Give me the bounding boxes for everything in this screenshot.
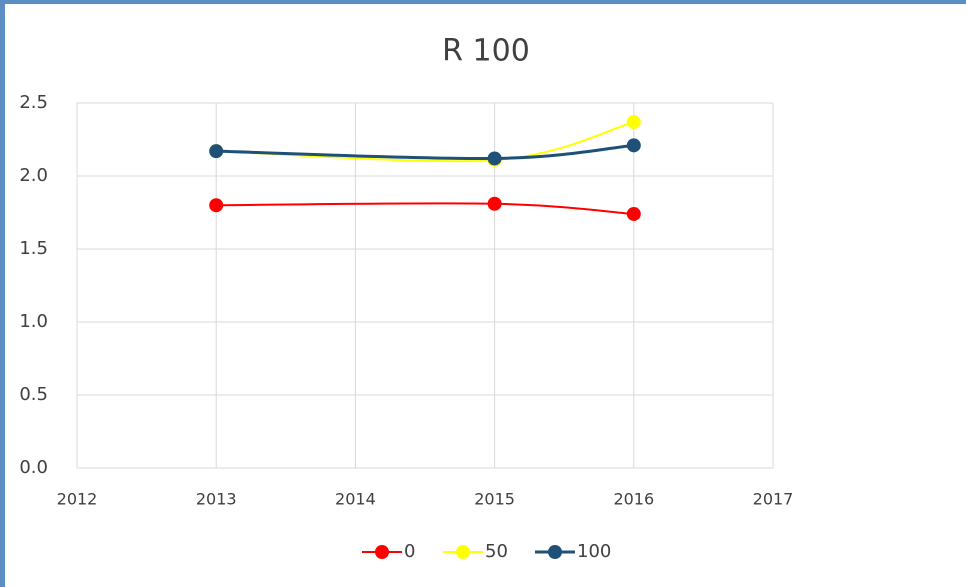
data-point bbox=[209, 144, 224, 159]
legend-marker bbox=[548, 545, 562, 559]
chart-area bbox=[5, 4, 966, 587]
x-tick-label: 2013 bbox=[196, 490, 237, 509]
data-point bbox=[487, 151, 502, 166]
x-tick-label: 2012 bbox=[57, 490, 98, 509]
y-tick-label: 2.0 bbox=[19, 165, 48, 186]
legend-marker bbox=[375, 545, 389, 559]
y-tick-label: 0.5 bbox=[19, 384, 48, 405]
x-tick-label: 2014 bbox=[335, 490, 376, 509]
x-tick-label: 2017 bbox=[753, 490, 794, 509]
y-tick-label: 1.5 bbox=[19, 238, 48, 259]
data-point bbox=[626, 114, 641, 129]
data-point bbox=[487, 196, 502, 211]
data-point bbox=[209, 198, 224, 213]
x-tick-label: 2015 bbox=[474, 490, 515, 509]
data-point bbox=[626, 138, 641, 153]
legend-label: 50 bbox=[485, 541, 508, 562]
legend-label: 100 bbox=[577, 541, 611, 562]
legend-marker bbox=[456, 545, 470, 559]
legend-label: 0 bbox=[404, 541, 415, 562]
y-tick-label: 2.5 bbox=[19, 92, 48, 113]
x-tick-label: 2016 bbox=[613, 490, 654, 509]
series-line bbox=[216, 143, 634, 161]
data-point bbox=[626, 206, 641, 221]
series-line bbox=[216, 202, 634, 215]
y-tick-label: 1.0 bbox=[19, 311, 48, 332]
y-tick-label: 0.0 bbox=[19, 457, 48, 478]
chart-title: R 100 bbox=[442, 34, 530, 69]
